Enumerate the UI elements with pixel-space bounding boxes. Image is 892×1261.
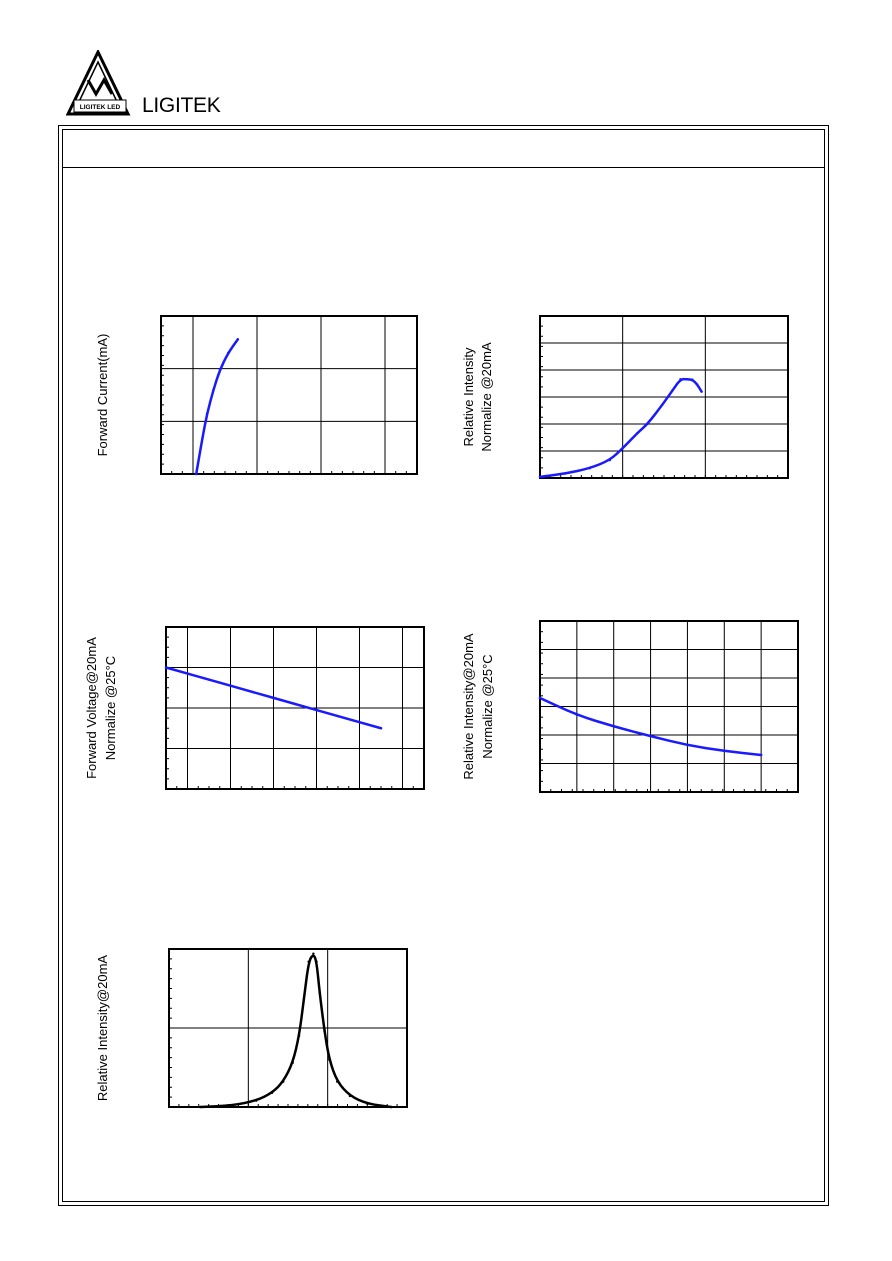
y-axis-label: Normalize @20mA — [479, 342, 494, 452]
series-line — [194, 338, 240, 476]
data-point — [307, 960, 310, 963]
data-point — [691, 378, 694, 381]
data-point — [646, 422, 649, 426]
data-point — [236, 338, 239, 341]
series-line — [199, 954, 393, 1109]
chart-relative-intensity-temp: Relative Intensity@20mA Normalize @25°C — [461, 620, 799, 793]
chart-forward-voltage-temp: Forward Voltage@20mA Normalize @25°C — [84, 626, 425, 790]
data-point — [679, 377, 682, 381]
data-point — [291, 1061, 294, 1064]
series-line — [164, 666, 383, 730]
data-point — [297, 1034, 301, 1038]
data-point — [563, 472, 567, 475]
y-axis-label: Normalize @25°C — [480, 654, 495, 758]
data-point — [538, 475, 542, 479]
data-point — [250, 690, 254, 693]
y-axis-label: Relative Intensity@20mA — [461, 633, 476, 779]
data-point — [205, 412, 209, 415]
data-point — [218, 368, 222, 372]
series-line — [538, 377, 703, 479]
data-point — [312, 952, 315, 955]
y-axis-label: Forward Current(mA) — [95, 334, 110, 457]
data-point — [270, 1091, 274, 1094]
data-point — [685, 377, 689, 381]
page-frame-outer — [58, 125, 829, 1206]
chart-forward-current: Forward Current(mA) — [95, 315, 418, 476]
header-divider — [62, 167, 825, 168]
chart-spectral-distribution: Relative Intensity@20mA — [95, 948, 408, 1109]
data-point — [575, 713, 579, 717]
data-point — [588, 467, 591, 470]
data-point — [379, 727, 383, 730]
data-point — [348, 1094, 352, 1098]
data-point — [318, 992, 321, 995]
data-point — [335, 1080, 339, 1083]
plot-frame — [539, 620, 799, 793]
y-axis-label: Normalize @25°C — [103, 656, 118, 760]
data-point — [227, 351, 230, 355]
data-point — [212, 388, 215, 391]
data-point — [231, 1104, 234, 1107]
data-point — [366, 1102, 369, 1106]
data-point — [302, 998, 306, 1001]
data-point — [696, 383, 699, 386]
data-point — [700, 390, 703, 393]
data-point — [315, 960, 318, 963]
data-point — [649, 734, 652, 738]
y-axis-label: Relative Intensity@20mA — [95, 955, 110, 1101]
brand-name: LIGITEK — [142, 94, 221, 117]
y-axis-label: Relative Intensity — [461, 347, 476, 446]
data-point — [636, 431, 639, 435]
data-point — [207, 678, 211, 681]
data-point — [389, 1105, 393, 1109]
plot-frame — [168, 948, 408, 1108]
data-point — [199, 1105, 202, 1109]
chart-relative-intensity-current: Relative Intensity Normalize @20mA — [461, 315, 789, 479]
plot-frame — [165, 626, 425, 790]
data-point — [723, 749, 726, 753]
data-point — [328, 1058, 331, 1061]
data-point — [195, 472, 198, 476]
ligitek-logo: LIGITEK LED — [66, 50, 131, 116]
data-point — [671, 389, 674, 392]
data-point — [538, 696, 542, 700]
plot-frame — [539, 315, 789, 479]
data-point — [293, 702, 297, 706]
data-point — [621, 447, 624, 450]
data-point — [759, 753, 763, 757]
page-frame-inner — [62, 129, 825, 1202]
data-point — [201, 435, 204, 439]
data-point — [612, 725, 615, 728]
data-point — [336, 714, 340, 718]
data-point — [660, 403, 664, 407]
data-point — [255, 1099, 258, 1102]
data-point — [323, 1029, 326, 1033]
series-line — [538, 696, 763, 757]
data-point — [164, 666, 168, 669]
y-axis-label: Forward Voltage@20mA — [84, 637, 99, 779]
data-point — [686, 744, 689, 747]
data-point — [608, 458, 612, 462]
plot-frame — [160, 315, 418, 475]
logo-text: LIGITEK LED — [80, 104, 121, 111]
data-point — [282, 1080, 285, 1083]
